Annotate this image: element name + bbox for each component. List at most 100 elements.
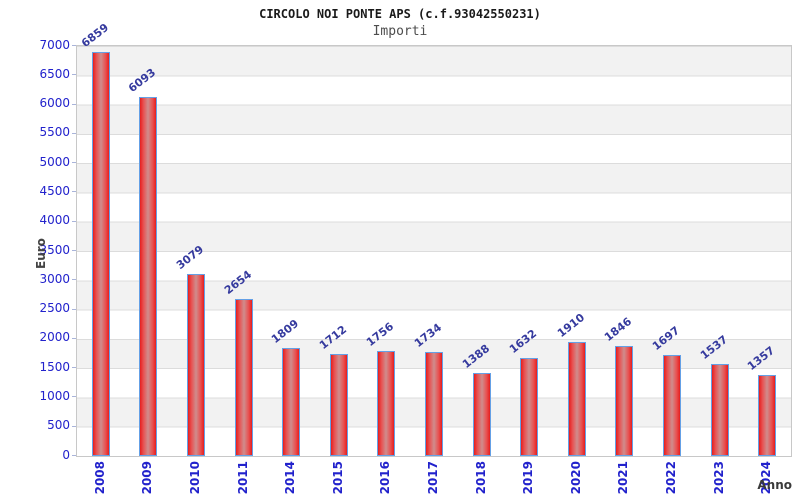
x-tick-label: 2014 [283,461,298,495]
y-tick-label: 3000 [39,271,70,286]
bar-slot: 1632 [505,46,553,456]
bar-slot: 1734 [410,46,458,456]
y-tick-label: 6500 [39,66,70,81]
bars-container: 6859 6093 3079 2654 1809 1712 1756 1734 1388 1632… [77,21,791,456]
y-tick-mark [72,220,76,222]
plot-area: 6859 6093 3079 2654 1809 1712 1756 1734 1388 1632… [76,21,792,457]
y-tick-label: 1500 [39,359,70,374]
x-tick-slot: 2008 [76,461,124,499]
y-tick-label: 0 [62,447,70,462]
x-tick-label: 2011 [235,461,250,495]
y-tick-mark [72,74,76,76]
bar [186,273,205,456]
y-tick-mark [72,308,76,310]
bar [377,351,396,456]
bar-slot: 6093 [125,46,173,456]
bar [710,363,729,456]
bar-slot: 1388 [458,46,506,456]
y-tick-label: 7000 [39,37,70,52]
y-axis-title: Euro [34,238,48,270]
y-tick-label: 4500 [39,183,70,198]
x-tick-label: 2009 [140,461,155,495]
bar-slot: 3079 [172,46,220,456]
bar-slot: 1357 [743,46,791,456]
bar-value-label: 1846 [602,314,635,344]
bar [282,348,301,456]
y-tick-mark [72,132,76,134]
y-tick-label: 500 [47,418,70,433]
bar [91,52,110,456]
y-tick-label: 3500 [39,242,70,257]
bar-value-label: 1809 [269,316,302,347]
y-tick-label: 5000 [39,154,70,169]
y-tick-mark [72,279,76,281]
bar-slot: 1846 [601,46,649,456]
x-tick-label: 2010 [187,461,202,495]
x-tick-slot: 2021 [600,461,648,499]
x-tick-label: 2023 [711,461,726,495]
y-tick-label: 2500 [39,301,70,316]
bar-slot: 1537 [696,46,744,456]
bar [615,345,634,456]
bar-slot: 1697 [648,46,696,456]
bar-value-label: 3079 [173,242,207,272]
bar-value-label: 1388 [459,341,492,371]
x-tick-label: 2021 [616,461,631,495]
x-tick-slot: 2011 [219,461,267,499]
x-tick-slot: 2017 [409,461,457,499]
bar [472,372,491,456]
x-tick-slot: 2022 [647,461,695,499]
x-tick-label: 2019 [521,461,536,495]
x-tick-label: 2015 [330,461,345,495]
x-tick-label: 2017 [425,461,440,495]
x-tick-slot: 2023 [695,461,743,499]
bar-value-label: 1712 [316,322,349,352]
bar [329,353,348,456]
y-tick-label: 6000 [39,96,70,111]
y-tick-mark [72,396,76,398]
y-tick-label: 5500 [39,125,70,140]
bar-value-label: 1537 [697,332,730,362]
bar [139,97,158,456]
bar-value-label: 1697 [649,323,683,353]
bar [520,358,539,456]
x-tick-label: 2016 [378,461,393,495]
x-tick-slot: 2015 [314,461,362,499]
x-tick-label: 2020 [568,461,583,495]
x-axis: 2008 2009 2010 2011 2014 2015 2016 2017 2018 2019… [76,461,790,499]
y-tick-mark [72,162,76,164]
bar-value-label: 1910 [554,311,587,341]
x-tick-slot: 2010 [171,461,219,499]
y-tick-label: 1000 [39,388,70,403]
x-tick-slot: 2020 [552,461,600,499]
x-tick-slot: 2009 [124,461,172,499]
bar-value-label: 6093 [126,66,159,96]
x-tick-label: 2022 [663,461,678,495]
x-tick-slot: 2016 [362,461,410,499]
bar-slot: 1910 [553,46,601,456]
chart-subtitle: Importi [372,24,428,39]
y-tick-mark [72,367,76,369]
bar-slot: 6859 [77,21,125,456]
x-axis-title: Anno [757,478,792,492]
bar-value-label: 1756 [364,320,397,350]
x-tick-label: 2008 [92,461,107,495]
y-tick-label: 2000 [39,330,70,345]
bar [567,342,586,456]
bar-value-label: 2654 [221,267,254,297]
y-tick-mark [72,45,76,46]
x-tick-slot: 2019 [504,461,552,499]
y-tick-mark [72,425,76,427]
y-tick-mark [72,250,76,251]
chart-title: CIRCOLO NOI PONTE APS (c.f.93042550231) [259,7,541,21]
bar-value-label: 1632 [507,327,540,357]
bar [758,374,777,456]
bar [662,354,681,456]
y-tick-mark [72,191,76,193]
bar-slot: 1712 [315,46,363,456]
y-tick-mark [72,337,76,339]
bar-slot: 1809 [267,46,315,456]
bar-slot: 1756 [363,46,411,456]
y-tick-mark [72,103,76,105]
